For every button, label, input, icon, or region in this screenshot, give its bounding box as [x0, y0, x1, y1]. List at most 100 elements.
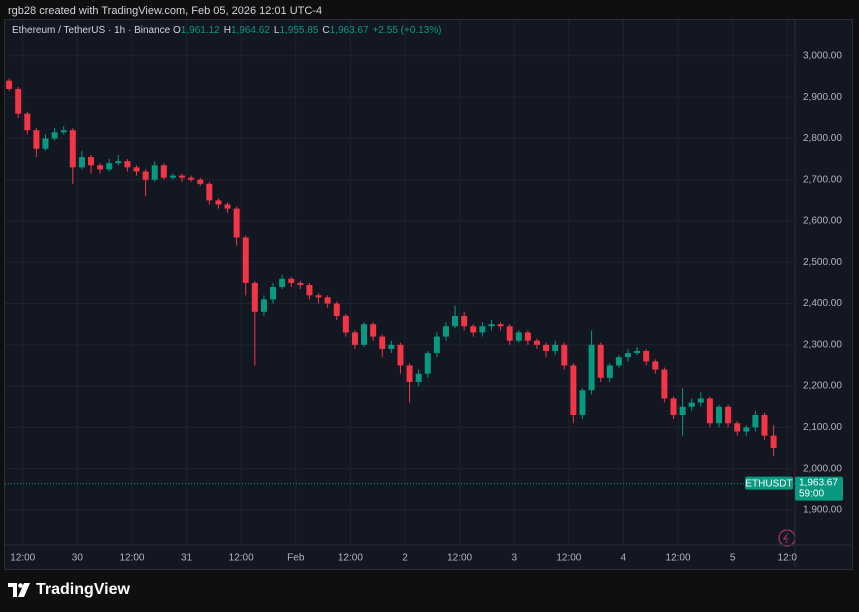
price-tag — [795, 476, 843, 501]
ohlc-label: O — [173, 25, 181, 36]
candle-body — [579, 390, 586, 415]
candle-body — [679, 406, 686, 415]
ohlc-value: 1,964.62 — [230, 25, 270, 36]
x-tick-label: 12:00 — [338, 553, 363, 564]
candle-body — [770, 435, 777, 449]
x-tick-label: 12:00 — [556, 553, 581, 564]
candle-body — [442, 326, 449, 337]
candle-body — [424, 353, 431, 374]
brand: TradingView — [36, 581, 130, 598]
ohlc-label: C — [322, 25, 330, 36]
candle-body — [169, 175, 176, 178]
candle-body — [624, 353, 631, 358]
candle-body — [670, 398, 677, 415]
candle-body — [488, 324, 495, 327]
ohlc-legend: O1,961.12 H1,964.62 L1,955.85 C1,963.67 +2.5… — [173, 25, 446, 36]
y-tick-label: 2,900.00 — [803, 92, 842, 103]
candle-body — [433, 336, 440, 354]
candle-body — [597, 344, 604, 378]
x-tick-label: 3 — [511, 553, 517, 564]
x-tick-label: 12:0 — [778, 553, 798, 564]
candle-body — [524, 332, 531, 341]
candle-body — [761, 414, 768, 436]
price-tag-value: 1,963.67 — [799, 477, 838, 488]
ohlc-label: H — [223, 25, 231, 36]
candle-body — [543, 344, 550, 352]
candle-body — [315, 295, 322, 298]
candle-body — [570, 365, 577, 415]
candle-body — [461, 315, 468, 327]
candle-body — [561, 344, 568, 366]
candle-body — [233, 208, 240, 238]
x-tick-label: 2 — [402, 553, 408, 564]
x-tick-label: 12:00 — [10, 553, 35, 564]
candle-body — [324, 297, 331, 304]
candle-body — [306, 284, 313, 296]
ohlc-value: 1,961.12 — [180, 25, 220, 36]
candle-body — [415, 373, 422, 382]
candle-body — [615, 357, 622, 366]
y-tick-label: 2,100.00 — [803, 422, 842, 433]
x-tick-label: 12:00 — [666, 553, 691, 564]
candle-body — [242, 237, 249, 283]
y-tick-label: 2,500.00 — [803, 257, 842, 268]
x-tick-label: Feb — [287, 553, 305, 564]
logo-icon — [8, 583, 30, 597]
candle-body — [224, 204, 231, 209]
ohlc-value: 1,963.67 — [329, 25, 369, 36]
candle-body — [133, 167, 140, 172]
candle-body — [88, 157, 95, 166]
candle-body — [734, 423, 741, 432]
candle-body — [752, 414, 759, 428]
candle-body — [552, 344, 559, 352]
candle-body — [69, 130, 76, 168]
candle-body — [634, 351, 641, 354]
candle-body — [470, 326, 477, 333]
candle-body — [743, 427, 750, 432]
candle-body — [370, 324, 377, 337]
x-tick-label: 5 — [730, 553, 736, 564]
candle-body — [51, 132, 58, 139]
candle-body — [179, 175, 186, 178]
candle-body — [333, 303, 340, 316]
candle-body — [716, 406, 723, 424]
candle-body — [506, 326, 513, 341]
y-tick-label: 2,400.00 — [803, 298, 842, 309]
symbol-tag — [745, 476, 793, 490]
y-tick-label: 1,900.00 — [803, 505, 842, 516]
y-tick-label: 2,300.00 — [803, 339, 842, 350]
chart-panel — [4, 19, 853, 570]
y-tick-label: 3,000.00 — [803, 51, 842, 62]
author-line: rgb28 created with TradingView.com, Feb … — [8, 5, 323, 17]
candle-body — [533, 340, 540, 345]
candle-body — [288, 278, 295, 283]
candle-body — [497, 324, 504, 327]
candle-body — [351, 332, 358, 345]
symbol-title: Ethereum / TetherUS · 1h · Binance — [12, 25, 171, 36]
candle-body — [697, 398, 704, 403]
symbol-tag-text: ETHUSDT — [745, 478, 792, 489]
candle-body — [33, 130, 40, 149]
ohlc-label: L — [273, 25, 280, 36]
candle-body — [397, 344, 404, 366]
candle-body — [115, 161, 122, 164]
candle-body — [379, 336, 386, 349]
candle-body — [106, 163, 113, 170]
candle-body — [342, 315, 349, 333]
candle-body — [479, 326, 486, 333]
x-tick-label: 4 — [621, 553, 627, 564]
candle-body — [206, 183, 213, 201]
y-tick-label: 2,200.00 — [803, 381, 842, 392]
ohlc-value: 1,955.85 — [279, 25, 319, 36]
y-tick-label: 2,600.00 — [803, 216, 842, 227]
candle-body — [606, 365, 613, 378]
candle-body — [151, 165, 158, 180]
candle-body — [160, 165, 167, 178]
candle-body — [260, 299, 267, 312]
candle-body — [60, 130, 67, 133]
candle-body — [361, 324, 368, 345]
candle-body — [515, 332, 522, 341]
candle-body — [42, 138, 49, 149]
